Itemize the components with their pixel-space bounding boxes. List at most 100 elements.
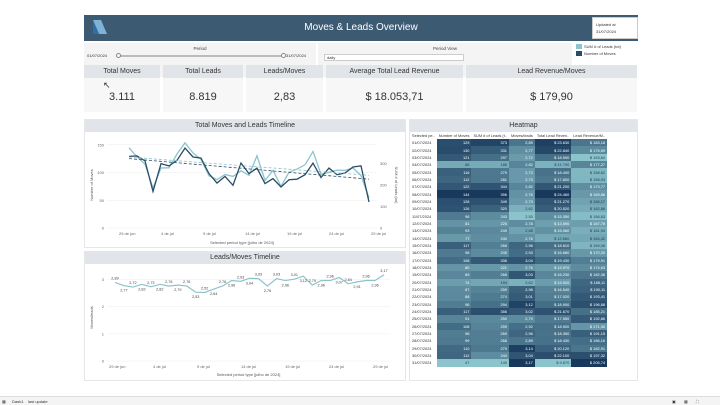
table-row: 09/07/2024 128 349 2,73 $ 21.270 $ 166,17 (410, 197, 608, 206)
column-header[interactable]: Number of Moves (438, 133, 470, 138)
kpi-total-moves: Total Moves 3.111 (84, 65, 160, 112)
kpi-title: Total Leads (163, 65, 243, 78)
fullscreen-icon[interactable]: ⛶ (696, 399, 699, 404)
heatmap-cell: $ 9.670 (534, 359, 572, 367)
column-header[interactable]: Total Lead Reven.. (536, 133, 570, 138)
table-row: 16/07/2024 98 245 2,93 $ 16.680 $ 170,20 (410, 249, 608, 257)
heatmap-cell: 2,92 (508, 322, 535, 330)
heatmap-cell: $ 166,17 (571, 197, 608, 206)
data-label: 3,03 (255, 273, 262, 277)
heatmap-cell: 274 (471, 293, 509, 301)
row-date-cell: 26/07/2024 (412, 323, 432, 329)
kpi-title: Total Moves (84, 65, 160, 78)
heatmap-cell: $ 205,74 (571, 359, 608, 367)
heatmap-cell: $ 18.610 (534, 241, 572, 250)
heatmap-cell: 356 (471, 307, 509, 316)
leads-moves-chart: 0 1 2 3 29 de jun 4 de jul 9 de jul 14 de jul 19… (89, 269, 390, 377)
heatmap-cell: 3,17 (508, 359, 535, 367)
trend-line-moves (128, 158, 370, 180)
column-header[interactable]: Lead Revenue/M.. (573, 133, 606, 138)
status-text: last update (28, 399, 48, 404)
heatmap-cell: $ 179,91 (571, 256, 608, 264)
heatmap-cell: 122 (436, 183, 472, 191)
heatmap-cell: 66 (436, 161, 472, 169)
table-row: 27/07/2024 96 269 2,96 $ 18.350 $ 191,15 (410, 329, 608, 338)
period-view-select[interactable]: daily (324, 54, 464, 61)
heatmap-cell: 2,76 (508, 234, 535, 242)
row-date-cell: 01/07/2024 (412, 140, 432, 146)
data-label: 2,96 (228, 284, 235, 288)
row-date-cell: 17/07/2024 (412, 257, 432, 263)
chart-title: Total Moves and Leads Timeline (85, 120, 405, 132)
heatmap-cell: 268 (471, 271, 509, 279)
x-tick-label: 29 de jul (371, 231, 386, 236)
heatmap-cell: 249 (471, 227, 509, 235)
x-tick-label: 9 de jul (203, 231, 216, 236)
heatmap-cell: 2,76 (508, 263, 535, 272)
y2-tick-label: 200 (380, 183, 387, 188)
heatmap-cell: $ 188,11 (571, 278, 608, 286)
heatmap-cell: 130 (436, 146, 472, 154)
heatmap-cell: 129 (436, 139, 472, 147)
row-date-cell: 30/07/2024 (412, 353, 432, 359)
header-bar: Moves & Leads Overview Updated at 31/07/… (84, 15, 638, 41)
heatmap-cell: 2,53 (508, 212, 535, 220)
column-header[interactable]: Selected pe.. (412, 133, 435, 138)
data-label: 2,96 (371, 284, 378, 288)
heatmap-cell: 259 (471, 285, 509, 294)
heatmap-cell: $ 191,15 (571, 329, 608, 338)
heatmap-cell: 2,73 (508, 168, 535, 176)
heatmap-cell: $ 16.540 (534, 285, 572, 294)
row-date-cell: 23/07/2024 (412, 301, 432, 307)
row-date-cell: 11/07/2024 (412, 213, 432, 219)
legend-item-moves: Number of Moves (576, 51, 621, 56)
column-header[interactable]: Moves/leads (510, 133, 533, 138)
heatmap-cell: $ 158,62 (571, 168, 608, 176)
row-date-cell: 12/07/2024 (412, 220, 432, 226)
heatmap-cell: 116 (436, 168, 472, 176)
heatmap-cell: 93 (436, 227, 472, 235)
heatmap-cell: 294 (471, 300, 509, 308)
heatmap-cell: $ 13.970 (534, 263, 572, 272)
kpi-value: $ 18.053,71 (365, 91, 424, 103)
table-row: 11/07/2024 98 243 2,53 $ 15.350 $ 156,63 (410, 212, 608, 220)
updated-label: Updated at (596, 22, 616, 27)
heatmap-cell: $ 161,94 (571, 227, 608, 235)
tab-dash1[interactable]: Dash1 (12, 399, 24, 404)
heatmap-cell: 3,14 (508, 344, 535, 352)
heatmap-cell: 96 (436, 300, 472, 308)
table-row: 23/07/2024 96 294 3,12 $ 18.900 $ 196,88 (410, 300, 608, 308)
view-icon[interactable]: ▣ (672, 399, 676, 404)
heatmap-cell: $ 177,27 (571, 161, 608, 169)
heatmap-cell: $ 18.590 (534, 153, 572, 162)
heatmap-cell: 2,96 (508, 329, 535, 338)
heatmap-cell: $ 183,18 (571, 139, 608, 147)
period-slider[interactable] (116, 53, 286, 58)
data-label: 2,72 (129, 281, 136, 285)
kpi-avg-lead-revenue: Average Total Lead Revenue $ 18.053,71 (326, 65, 463, 112)
legend-label-moves: Number of Moves (584, 51, 616, 56)
heatmap-cell: 2,98 (508, 285, 535, 294)
heatmap-cell: $ 15.350 (534, 212, 572, 220)
heatmap-cell: 80 (436, 263, 472, 272)
data-label: 2,53 (192, 295, 199, 299)
data-label: 2,79 (309, 279, 316, 283)
column-header[interactable]: SUM # of Leads (t.. (473, 133, 507, 138)
legend-swatch-leads (576, 44, 582, 49)
heatmap-cell: $ 153,64 (571, 153, 608, 162)
heatmap-cell: $ 196,88 (571, 300, 608, 308)
heatmap-cell: $ 11.700 (534, 161, 572, 169)
table-row: 20/07/2024 74 194 2,62 $ 13.920 $ 188,11 (410, 278, 608, 286)
heatmap-cell: $ 24.460 (534, 190, 572, 198)
series-line-leads (128, 141, 370, 199)
grid-icon[interactable]: ▦ (684, 399, 688, 404)
data-label: 2,64 (210, 292, 217, 296)
slider-start-handle[interactable] (116, 53, 121, 58)
data-label: 3,04 (246, 281, 253, 285)
heatmap-cell: 140 (471, 359, 509, 367)
heatmap-cell: $ 167,78 (571, 219, 608, 228)
heatmap-cell: 279 (471, 344, 509, 352)
data-label: 2,76 (264, 289, 271, 293)
period-label: Period (193, 46, 207, 51)
slider-end-handle[interactable] (281, 53, 286, 58)
